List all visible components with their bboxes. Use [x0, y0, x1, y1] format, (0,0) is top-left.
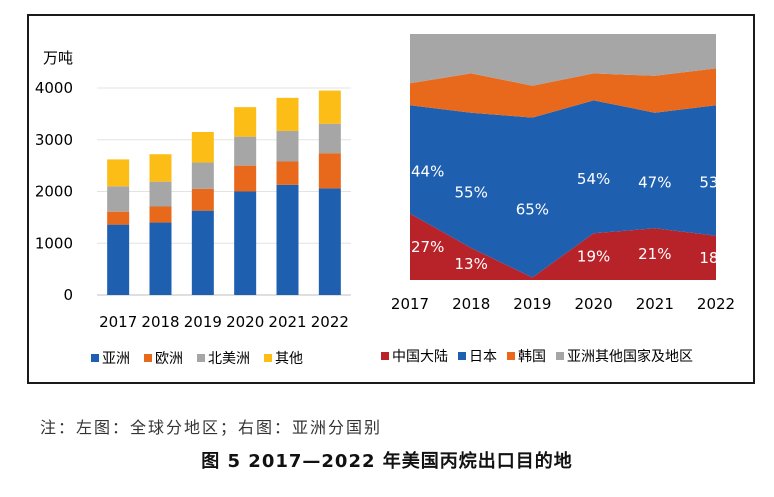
data-label: 21% — [638, 245, 671, 263]
bar-segment — [191, 162, 214, 189]
x-tick-label: 2017 — [391, 295, 429, 313]
data-label: 19% — [577, 248, 610, 266]
data-label: 47% — [638, 174, 671, 192]
bar-segment — [191, 210, 214, 295]
bar-segment — [276, 184, 299, 295]
data-label: 53% — [699, 174, 732, 192]
area-series — [410, 68, 716, 118]
legend-label: 日本 — [469, 349, 497, 365]
x-tick-label: 2020 — [226, 313, 264, 331]
area-series — [410, 100, 716, 278]
x-tick-label: 2021 — [636, 295, 674, 313]
x-tick-label: 2021 — [268, 313, 306, 331]
bar-segment — [234, 136, 257, 166]
legend-swatch — [507, 352, 515, 360]
x-tick-label: 2019 — [513, 295, 551, 313]
x-tick-label: 2018 — [452, 295, 490, 313]
legend-swatch — [458, 352, 466, 360]
bar-segment — [107, 211, 130, 225]
legend-swatch — [197, 354, 205, 362]
legend-label: 其他 — [275, 351, 303, 367]
legend-label: 韩国 — [518, 349, 546, 365]
bar-segment — [107, 159, 130, 187]
data-label: 13% — [455, 255, 488, 273]
bar-segment — [107, 224, 130, 295]
legend-label: 中国大陆 — [392, 349, 448, 365]
x-tick-label: 2020 — [575, 295, 613, 313]
bar-segment — [149, 222, 172, 295]
bar-segment — [149, 154, 172, 182]
figure-note: 注：左图：全球分地区；右图：亚洲分国别 — [40, 418, 383, 437]
data-label: 27% — [411, 238, 444, 256]
legend-label: 北美洲 — [208, 351, 250, 367]
x-tick-label: 2022 — [311, 313, 349, 331]
legend-swatch — [91, 354, 99, 362]
bar-segment — [234, 165, 257, 192]
data-label: 55% — [455, 183, 488, 201]
x-tick-label: 2019 — [184, 313, 222, 331]
figure-frame: 万吨 0 1000 2000 3000 4000 2017 2018 2019 2020 2021 2… — [27, 14, 755, 384]
y-tick-label: 4000 — [35, 79, 73, 97]
bar-segment — [318, 188, 341, 295]
bar-segment — [149, 206, 172, 223]
data-label: 44% — [411, 162, 444, 180]
legend-label: 亚洲 — [102, 351, 130, 367]
bar-segment — [234, 107, 257, 137]
area-series — [410, 213, 716, 280]
x-tick-label: 2018 — [141, 313, 179, 331]
legend-swatch — [264, 354, 272, 362]
bar-segment — [234, 191, 257, 295]
legend-swatch — [381, 352, 389, 360]
y-tick-label: 0 — [63, 286, 73, 304]
data-label: 18% — [699, 249, 732, 267]
bar-segment — [107, 186, 130, 212]
y-tick-label: 1000 — [35, 234, 73, 252]
figure-caption: 图 5 2017—2022 年美国丙烷出口目的地 — [201, 451, 573, 472]
data-label: 65% — [516, 201, 549, 219]
y-tick-label: 2000 — [35, 183, 73, 201]
x-tick-label: 2022 — [697, 295, 735, 313]
legend-label: 亚洲其他国家及地区 — [567, 348, 693, 365]
bar-segment — [191, 131, 214, 163]
bar-segment — [276, 161, 299, 185]
bar-segment — [276, 97, 299, 131]
x-tick-label: 2017 — [99, 313, 137, 331]
legend-label: 欧洲 — [155, 351, 183, 367]
legend-swatch — [556, 352, 564, 360]
bar-segment — [318, 123, 341, 154]
y-tick-label: 3000 — [35, 131, 73, 149]
y-unit-label: 万吨 — [43, 49, 73, 67]
legend-swatch — [144, 354, 152, 362]
bar-segment — [276, 130, 299, 162]
bar-segment — [191, 188, 214, 211]
bar-segment — [318, 153, 341, 189]
area-series — [410, 34, 716, 86]
data-label: 54% — [577, 170, 610, 188]
bar-segment — [318, 90, 341, 124]
bar-segment — [149, 181, 172, 207]
